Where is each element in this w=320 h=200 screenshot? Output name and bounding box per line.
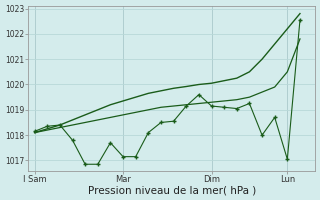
X-axis label: Pression niveau de la mer( hPa ): Pression niveau de la mer( hPa ) <box>88 185 256 195</box>
